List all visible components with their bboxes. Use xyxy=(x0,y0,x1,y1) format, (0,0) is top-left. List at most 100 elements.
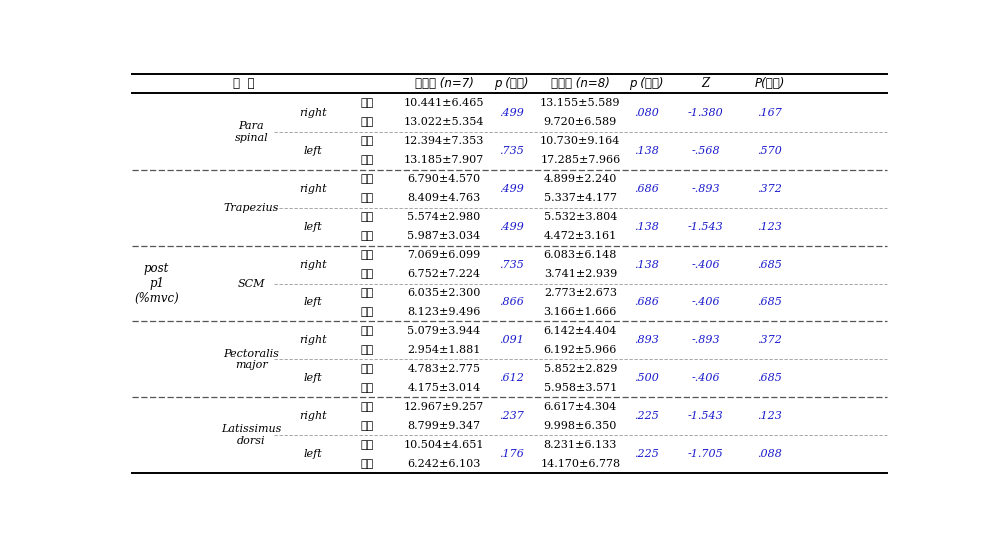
Text: 사전: 사전 xyxy=(360,440,374,450)
Text: .167: .167 xyxy=(757,108,782,118)
Text: 사전: 사전 xyxy=(360,136,374,146)
Text: left: left xyxy=(303,373,322,383)
Text: .570: .570 xyxy=(757,146,782,156)
Text: 사전: 사전 xyxy=(360,250,374,260)
Text: .685: .685 xyxy=(757,298,782,307)
Text: .686: .686 xyxy=(634,298,659,307)
Text: -1.705: -1.705 xyxy=(688,449,724,459)
Text: 사후: 사후 xyxy=(360,117,374,127)
Text: 사후: 사후 xyxy=(360,458,374,469)
Text: 6.752±7.224: 6.752±7.224 xyxy=(408,269,480,279)
Text: 사전: 사전 xyxy=(360,212,374,222)
Text: -.406: -.406 xyxy=(692,298,721,307)
Text: 14.170±6.778: 14.170±6.778 xyxy=(540,458,620,469)
Text: 8.123±9.496: 8.123±9.496 xyxy=(408,307,481,317)
Text: left: left xyxy=(303,221,322,232)
Text: 10.730±9.164: 10.730±9.164 xyxy=(540,136,620,146)
Text: .612: .612 xyxy=(499,373,524,383)
Text: 사후: 사후 xyxy=(360,421,374,431)
Text: 사전: 사전 xyxy=(360,288,374,298)
Text: 사후: 사후 xyxy=(360,383,374,393)
Text: 6.035±2.300: 6.035±2.300 xyxy=(408,288,481,298)
Text: Trapezius: Trapezius xyxy=(224,202,279,213)
Text: .372: .372 xyxy=(757,184,782,194)
Text: SCM: SCM xyxy=(238,279,265,288)
Text: 사후: 사후 xyxy=(360,156,374,165)
Text: post
p1
(%mvc): post p1 (%mvc) xyxy=(134,262,179,305)
Text: 9.998±6.350: 9.998±6.350 xyxy=(544,421,617,431)
Text: .499: .499 xyxy=(499,184,524,194)
Text: .735: .735 xyxy=(499,146,524,156)
Text: 3.741±2.939: 3.741±2.939 xyxy=(544,269,617,279)
Text: Pectoralis
major: Pectoralis major xyxy=(224,348,279,370)
Text: left: left xyxy=(303,449,322,459)
Text: 사후: 사후 xyxy=(360,307,374,317)
Text: 10.504±4.651: 10.504±4.651 xyxy=(404,440,484,450)
Text: 사전: 사전 xyxy=(360,98,374,109)
Text: 10.441±6.465: 10.441±6.465 xyxy=(404,98,484,109)
Text: P(군간): P(군간) xyxy=(754,77,785,90)
Text: 사전: 사전 xyxy=(360,326,374,336)
Text: -.406: -.406 xyxy=(692,373,721,383)
Text: .686: .686 xyxy=(634,184,659,194)
Text: -1.543: -1.543 xyxy=(688,221,724,232)
Text: 8.799±9.347: 8.799±9.347 xyxy=(408,421,480,431)
Text: right: right xyxy=(299,335,327,346)
Text: .225: .225 xyxy=(634,449,659,459)
Text: 사후: 사후 xyxy=(360,345,374,355)
Text: 5.574±2.980: 5.574±2.980 xyxy=(408,212,480,222)
Text: p (군내): p (군내) xyxy=(494,77,528,90)
Text: .225: .225 xyxy=(634,411,659,421)
Text: .138: .138 xyxy=(634,146,659,156)
Text: .091: .091 xyxy=(499,335,524,346)
Text: .735: .735 xyxy=(499,260,524,269)
Text: -.893: -.893 xyxy=(692,335,721,346)
Text: 12.967±9.257: 12.967±9.257 xyxy=(404,402,484,412)
Text: .372: .372 xyxy=(757,335,782,346)
Text: 3.166±1.666: 3.166±1.666 xyxy=(544,307,617,317)
Text: .088: .088 xyxy=(757,449,782,459)
Text: 2.773±2.673: 2.773±2.673 xyxy=(544,288,617,298)
Text: 4.175±3.014: 4.175±3.014 xyxy=(408,383,480,393)
Text: .237: .237 xyxy=(499,411,524,421)
Text: 5.337±4.177: 5.337±4.177 xyxy=(544,193,617,203)
Text: 사후: 사후 xyxy=(360,231,374,241)
Text: 17.285±7.966: 17.285±7.966 xyxy=(540,156,620,165)
Text: right: right xyxy=(299,411,327,421)
Text: 사후: 사후 xyxy=(360,269,374,279)
Text: 6.083±6.148: 6.083±6.148 xyxy=(544,250,617,260)
Text: Z: Z xyxy=(702,77,710,90)
Text: 사전: 사전 xyxy=(360,174,374,184)
Text: left: left xyxy=(303,298,322,307)
Text: 4.783±2.775: 4.783±2.775 xyxy=(408,364,480,374)
Text: 6.142±4.404: 6.142±4.404 xyxy=(544,326,617,336)
Text: .893: .893 xyxy=(634,335,659,346)
Text: 8.409±4.763: 8.409±4.763 xyxy=(408,193,480,203)
Text: .685: .685 xyxy=(757,260,782,269)
Text: 5.079±3.944: 5.079±3.944 xyxy=(408,326,480,336)
Text: 사전: 사전 xyxy=(360,402,374,412)
Text: -.893: -.893 xyxy=(692,184,721,194)
Text: 2.954±1.881: 2.954±1.881 xyxy=(408,345,481,355)
Text: 구  분: 구 분 xyxy=(233,77,254,90)
Text: .499: .499 xyxy=(499,221,524,232)
Text: -.568: -.568 xyxy=(692,146,721,156)
Text: Para
spinal: Para spinal xyxy=(235,121,268,143)
Text: .866: .866 xyxy=(499,298,524,307)
Text: 4.899±2.240: 4.899±2.240 xyxy=(544,174,617,184)
Text: .080: .080 xyxy=(634,108,659,118)
Text: 12.394±7.353: 12.394±7.353 xyxy=(404,136,484,146)
Text: .138: .138 xyxy=(634,221,659,232)
Text: 8.231±6.133: 8.231±6.133 xyxy=(544,440,617,450)
Text: 5.987±3.034: 5.987±3.034 xyxy=(408,231,480,241)
Text: 6.617±4.304: 6.617±4.304 xyxy=(544,402,617,412)
Text: .176: .176 xyxy=(499,449,524,459)
Text: .499: .499 xyxy=(499,108,524,118)
Text: 5.852±2.829: 5.852±2.829 xyxy=(544,364,617,374)
Text: 6.790±4.570: 6.790±4.570 xyxy=(408,174,480,184)
Text: 6.192±5.966: 6.192±5.966 xyxy=(544,345,617,355)
Text: 13.155±5.589: 13.155±5.589 xyxy=(540,98,620,109)
Text: 사후: 사후 xyxy=(360,193,374,203)
Text: 5.532±3.804: 5.532±3.804 xyxy=(544,212,617,222)
Text: .685: .685 xyxy=(757,373,782,383)
